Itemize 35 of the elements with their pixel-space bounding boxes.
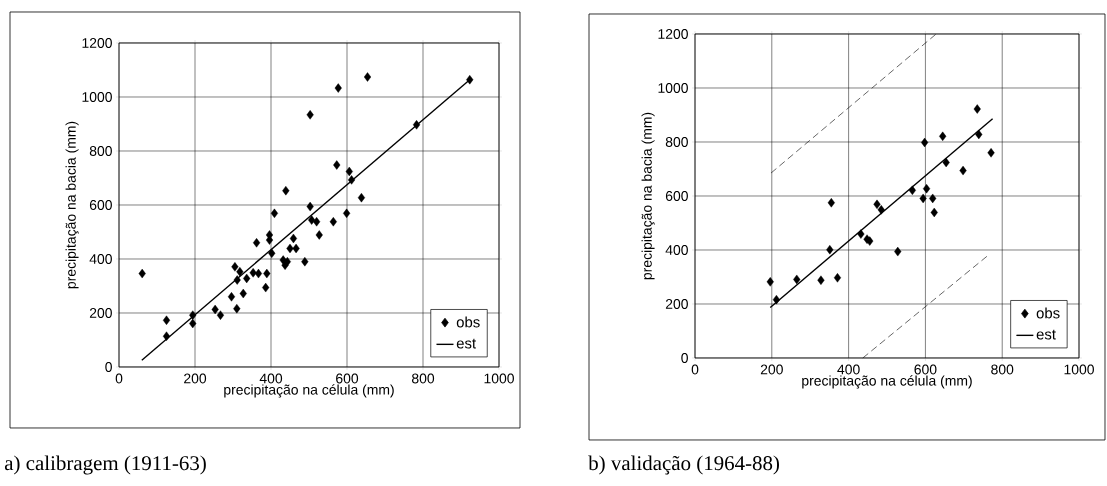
x-tick-label: 200 — [760, 364, 783, 375]
x-tick-label: 0 — [691, 364, 699, 375]
legend-label: obs — [1036, 307, 1060, 319]
y-tick-label: 1200 — [82, 38, 112, 48]
y-tick-label: 200 — [89, 308, 112, 318]
y-tick-label: 800 — [665, 137, 688, 147]
legend-label: est — [1036, 329, 1056, 340]
y-tick-label: 400 — [89, 254, 112, 264]
y-tick-label: 600 — [89, 200, 112, 210]
x-tick-label: 1000 — [1064, 364, 1094, 375]
x-tick-label: 800 — [411, 373, 435, 384]
y-tick-label: 0 — [681, 353, 688, 363]
y-tick-label: 400 — [665, 245, 688, 255]
y-tick-label: 600 — [665, 191, 688, 201]
x-tick-label: 400 — [259, 373, 283, 384]
y-tick-label: 200 — [665, 299, 688, 309]
y-tick-label: 1200 — [658, 29, 688, 39]
x-tick-label: 0 — [115, 373, 123, 384]
y-tick-label: 1000 — [658, 83, 688, 93]
y-tick-label: 1000 — [82, 92, 112, 102]
y-axis-title: precipitação na bacia (mm) — [65, 121, 79, 289]
y-axis-title: precipitação na bacia (mm) — [641, 112, 655, 280]
legend-label: obs — [456, 316, 480, 328]
x-tick-label: 200 — [184, 373, 207, 384]
text: b) validação (1964-88) — [588, 455, 780, 475]
x-tick-label: 1000 — [484, 373, 514, 384]
x-tick-label: 400 — [837, 364, 860, 375]
text: a) calibragem (1911-63) — [4, 455, 206, 475]
x-tick-label: 600 — [336, 373, 359, 384]
x-axis-title: precipitação na célula (mm) — [224, 384, 394, 398]
x-tick-label: 800 — [991, 364, 1014, 375]
x-tick-label: 600 — [914, 364, 937, 375]
x-axis-title: precipitação na célula (mm) — [802, 375, 972, 389]
legend-label: est — [456, 338, 476, 349]
y-tick-label: 800 — [89, 146, 112, 156]
